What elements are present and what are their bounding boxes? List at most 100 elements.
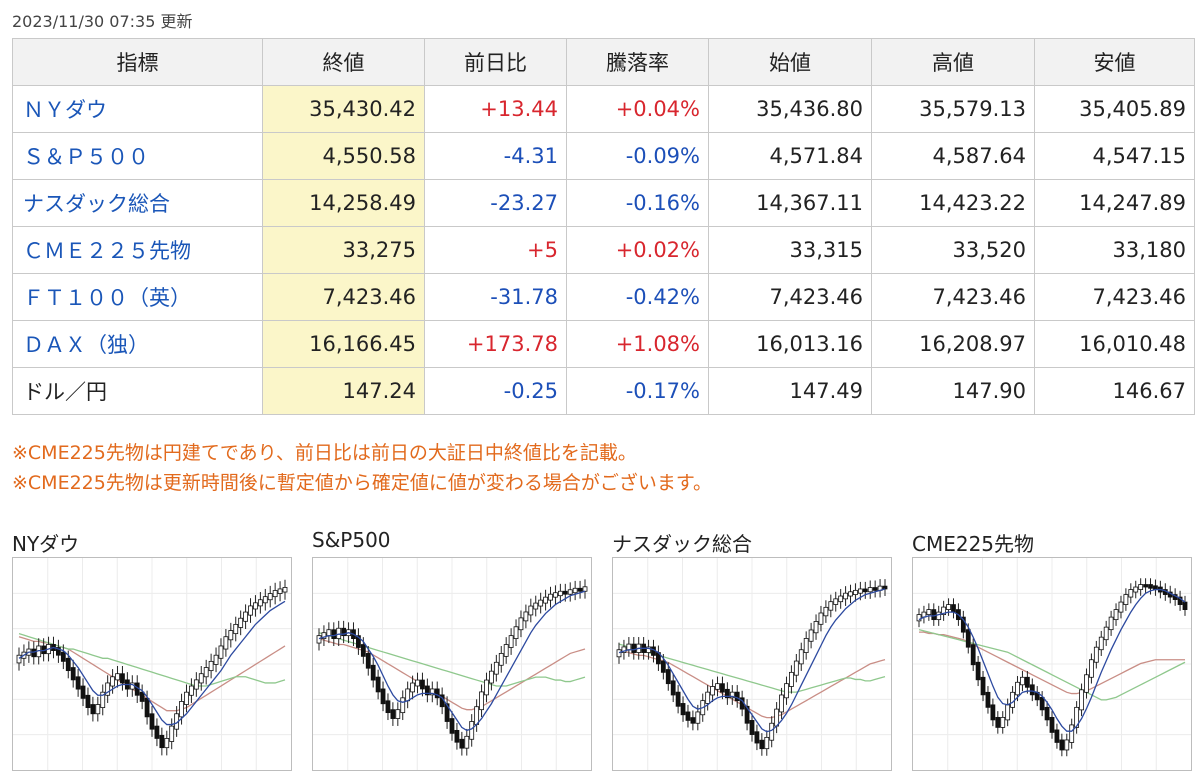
- candle: [1069, 724, 1075, 743]
- candle: [331, 629, 337, 640]
- candle: [233, 623, 239, 635]
- candle: [1015, 681, 1020, 696]
- candle: [685, 711, 691, 721]
- candle: [936, 611, 942, 621]
- candle: [789, 671, 794, 687]
- candle: [459, 738, 465, 749]
- mini-chart-svg: [913, 558, 1191, 770]
- high-value: 35,579.13: [871, 85, 1035, 133]
- moving-average-short-line: [18, 600, 286, 726]
- open-value: 14,367.11: [708, 179, 872, 227]
- chart-sp500[interactable]: [312, 557, 592, 771]
- header-change: 前日比: [424, 38, 567, 86]
- mini-chart-svg: [613, 558, 891, 770]
- candle: [95, 704, 101, 715]
- candle: [724, 688, 730, 699]
- candle: [675, 691, 681, 707]
- index-link-ft100[interactable]: ＦＴ１００（英）: [12, 273, 263, 321]
- candle: [380, 688, 386, 705]
- candle: [710, 686, 715, 696]
- candle: [149, 713, 155, 730]
- candle: [449, 718, 455, 734]
- candle: [203, 667, 209, 678]
- candle: [980, 676, 986, 696]
- close-value: 7,423.46: [262, 273, 425, 321]
- candle: [690, 717, 696, 724]
- candle: [70, 667, 76, 681]
- candle: [715, 683, 720, 690]
- index-link-sp500[interactable]: Ｓ＆Ｐ５００: [12, 132, 263, 180]
- close-value: 16,166.45: [262, 320, 425, 368]
- chart-title-cme225: CME225先物: [912, 532, 1035, 556]
- index-link-dax[interactable]: ＤＡＸ（独）: [12, 320, 263, 368]
- chart-cme225[interactable]: [912, 557, 1192, 771]
- open-value: 4,571.84: [708, 132, 872, 180]
- index-link-nasdaq[interactable]: ナスダック総合: [12, 179, 263, 227]
- candle: [946, 604, 951, 610]
- chart-title-sp500: S&P500: [312, 528, 391, 552]
- candle: [370, 664, 376, 681]
- table-row: ドル／円 147.24 -0.25 -0.17% 147.49 147.90 1…: [12, 367, 1195, 415]
- candle: [548, 593, 553, 601]
- close-value: 147.24: [262, 367, 425, 415]
- candle: [572, 587, 578, 594]
- candle: [916, 614, 922, 622]
- candle: [705, 691, 711, 704]
- close-value: 33,275: [262, 226, 425, 274]
- candle: [680, 703, 686, 716]
- candle: [1005, 704, 1011, 721]
- high-value: 147.90: [871, 367, 1035, 415]
- index-link-cme225[interactable]: ＣＭＥ２２５先物: [12, 226, 263, 274]
- candle: [1093, 646, 1099, 663]
- candle: [813, 621, 819, 634]
- candle: [223, 636, 229, 650]
- candle: [990, 704, 996, 721]
- candle: [744, 705, 750, 724]
- candle: [1177, 596, 1183, 605]
- candle: [803, 638, 809, 653]
- chart-nasdaq[interactable]: [612, 557, 892, 771]
- candle: [1108, 616, 1114, 631]
- candle: [793, 660, 799, 676]
- candle: [144, 697, 150, 718]
- candle: [734, 691, 740, 702]
- candle: [228, 630, 234, 641]
- candle: [1118, 601, 1124, 613]
- candle: [872, 587, 878, 591]
- rate-value: +0.04%: [566, 85, 709, 133]
- candle: [843, 592, 848, 600]
- high-value: 4,587.64: [871, 132, 1035, 180]
- candle: [754, 731, 760, 744]
- table-row: ナスダック総合 14,258.49 -23.27 -0.16% 14,367.1…: [12, 179, 1195, 227]
- candle: [420, 679, 425, 690]
- candle: [670, 680, 676, 696]
- candle: [464, 735, 470, 749]
- candle: [503, 644, 509, 657]
- candle: [985, 691, 991, 708]
- low-value: 7,423.46: [1034, 273, 1195, 321]
- candle: [444, 703, 450, 722]
- index-usdjpy: ドル／円: [12, 367, 263, 415]
- candle: [1010, 691, 1015, 708]
- low-value: 4,547.15: [1034, 132, 1195, 180]
- candle: [257, 599, 263, 607]
- candle: [390, 709, 396, 719]
- candle: [75, 676, 81, 690]
- candle: [1029, 684, 1035, 696]
- index-link-nydow[interactable]: ＮＹダウ: [12, 85, 263, 133]
- table-row: ＦＴ１００（英） 7,423.46 -31.78 -0.42% 7,423.46…: [12, 273, 1195, 321]
- candle: [1123, 594, 1129, 605]
- candle: [164, 738, 170, 749]
- candle: [360, 644, 366, 657]
- candle: [720, 683, 725, 693]
- candle: [493, 661, 499, 675]
- candle: [267, 593, 273, 601]
- table-row: Ｓ＆Ｐ５００ 4,550.58 -4.31 -0.09% 4,571.84 4,…: [12, 132, 1195, 180]
- candle: [553, 592, 558, 598]
- chart-nydow[interactable]: [12, 557, 292, 771]
- candle: [484, 679, 489, 696]
- candle: [838, 595, 844, 603]
- low-value: 14,247.89: [1034, 179, 1195, 227]
- candle: [621, 646, 627, 653]
- candle: [454, 729, 460, 743]
